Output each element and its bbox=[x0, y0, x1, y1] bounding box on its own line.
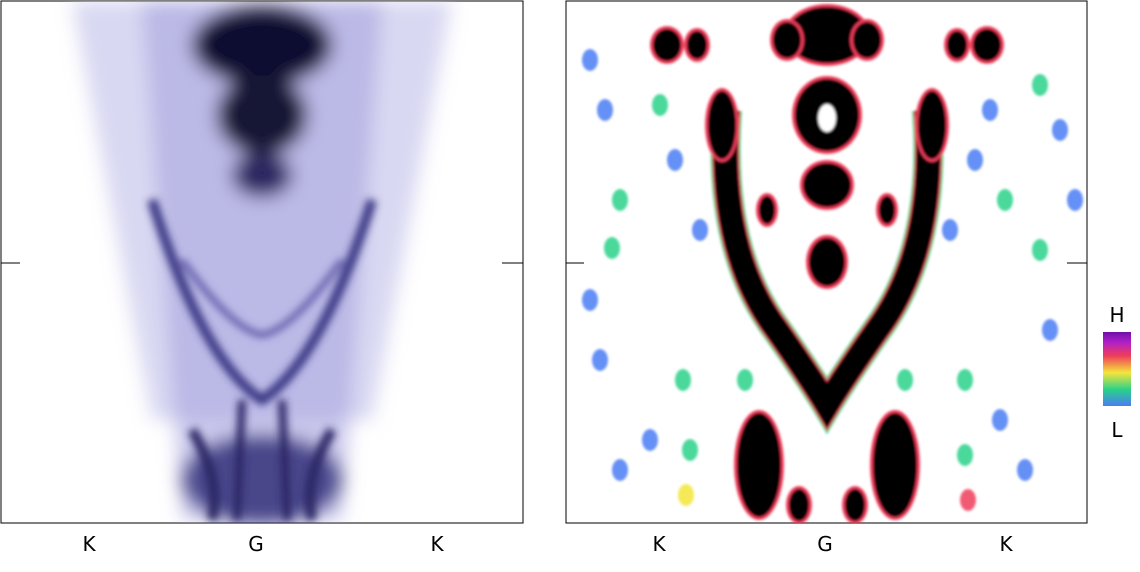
right-speckle bbox=[597, 99, 613, 121]
right-speckle bbox=[604, 237, 620, 259]
right-speckle bbox=[957, 444, 973, 466]
right-blob bbox=[853, 22, 881, 58]
right-speckle bbox=[652, 94, 668, 116]
right-speckle bbox=[1017, 459, 1033, 481]
right-speckle bbox=[992, 409, 1008, 431]
right-x-tick-label: G bbox=[817, 532, 833, 556]
left-band bbox=[233, 399, 291, 521]
right-x-tick-label: K bbox=[652, 532, 666, 556]
colorbar-low-label: L bbox=[1111, 418, 1123, 442]
right-speckle bbox=[1067, 189, 1083, 211]
right-blob bbox=[773, 22, 801, 58]
left-x-tick-label: K bbox=[430, 532, 444, 556]
right-speckle bbox=[1042, 319, 1058, 341]
right-speckle bbox=[960, 489, 976, 511]
right-speckle bbox=[737, 369, 753, 391]
right-speckle bbox=[582, 289, 598, 311]
left-x-tick-label: G bbox=[248, 532, 264, 556]
right-blob bbox=[873, 413, 917, 517]
right-speckle bbox=[678, 484, 694, 506]
colorbar: H L bbox=[1103, 303, 1131, 442]
left-dark-spot bbox=[232, 153, 292, 197]
right-speckle bbox=[967, 149, 983, 171]
right-speckle bbox=[897, 369, 913, 391]
left-dark-spot bbox=[182, 435, 342, 523]
right-blob bbox=[737, 413, 781, 517]
right-speckle bbox=[642, 429, 658, 451]
right-speckle bbox=[942, 219, 958, 241]
right-blob-hole bbox=[818, 104, 836, 132]
colorbar-gradient bbox=[1103, 332, 1131, 406]
left-dark-spot bbox=[192, 5, 332, 85]
right-blob bbox=[787, 7, 867, 63]
right-speckle bbox=[592, 349, 608, 371]
colorbar-high-label: H bbox=[1109, 303, 1124, 327]
left-band bbox=[187, 427, 337, 522]
right-blob bbox=[708, 91, 736, 159]
right-blob bbox=[803, 163, 851, 207]
right-x-tick-label: K bbox=[999, 532, 1013, 556]
right-speckle bbox=[957, 369, 973, 391]
right-speckle bbox=[682, 439, 698, 461]
right-speckle bbox=[612, 459, 628, 481]
right-speckle bbox=[997, 189, 1013, 211]
right-speckle bbox=[612, 189, 628, 211]
left-heatmap-panel bbox=[0, 0, 524, 524]
left-dark-spot bbox=[217, 75, 307, 155]
right-speckle bbox=[1052, 119, 1068, 141]
right-blob bbox=[845, 489, 865, 521]
right-blob bbox=[687, 31, 707, 59]
right-band bbox=[713, 109, 941, 429]
right-heatmap-panel bbox=[565, 0, 1088, 524]
right-blob bbox=[973, 29, 1001, 61]
right-speckle bbox=[582, 49, 598, 71]
left-band bbox=[147, 198, 377, 407]
right-blob bbox=[759, 196, 775, 224]
right-speckle bbox=[667, 149, 683, 171]
left-band bbox=[179, 258, 345, 339]
right-blob bbox=[789, 489, 809, 521]
left-x-tick-label: K bbox=[82, 532, 96, 556]
left-haze bbox=[142, 1, 382, 520]
right-speckle bbox=[675, 369, 691, 391]
right-blob bbox=[653, 29, 681, 61]
right-blob bbox=[947, 31, 967, 59]
right-speckle bbox=[982, 99, 998, 121]
right-speckle bbox=[1032, 74, 1048, 96]
right-blob bbox=[918, 91, 946, 159]
right-speckle bbox=[1032, 239, 1048, 261]
left-heatmap-intensity bbox=[72, 1, 452, 523]
right-speckle bbox=[692, 219, 708, 241]
right-blob bbox=[879, 196, 895, 224]
right-heatmap-intensity bbox=[582, 4, 1083, 523]
right-blob bbox=[809, 238, 845, 286]
